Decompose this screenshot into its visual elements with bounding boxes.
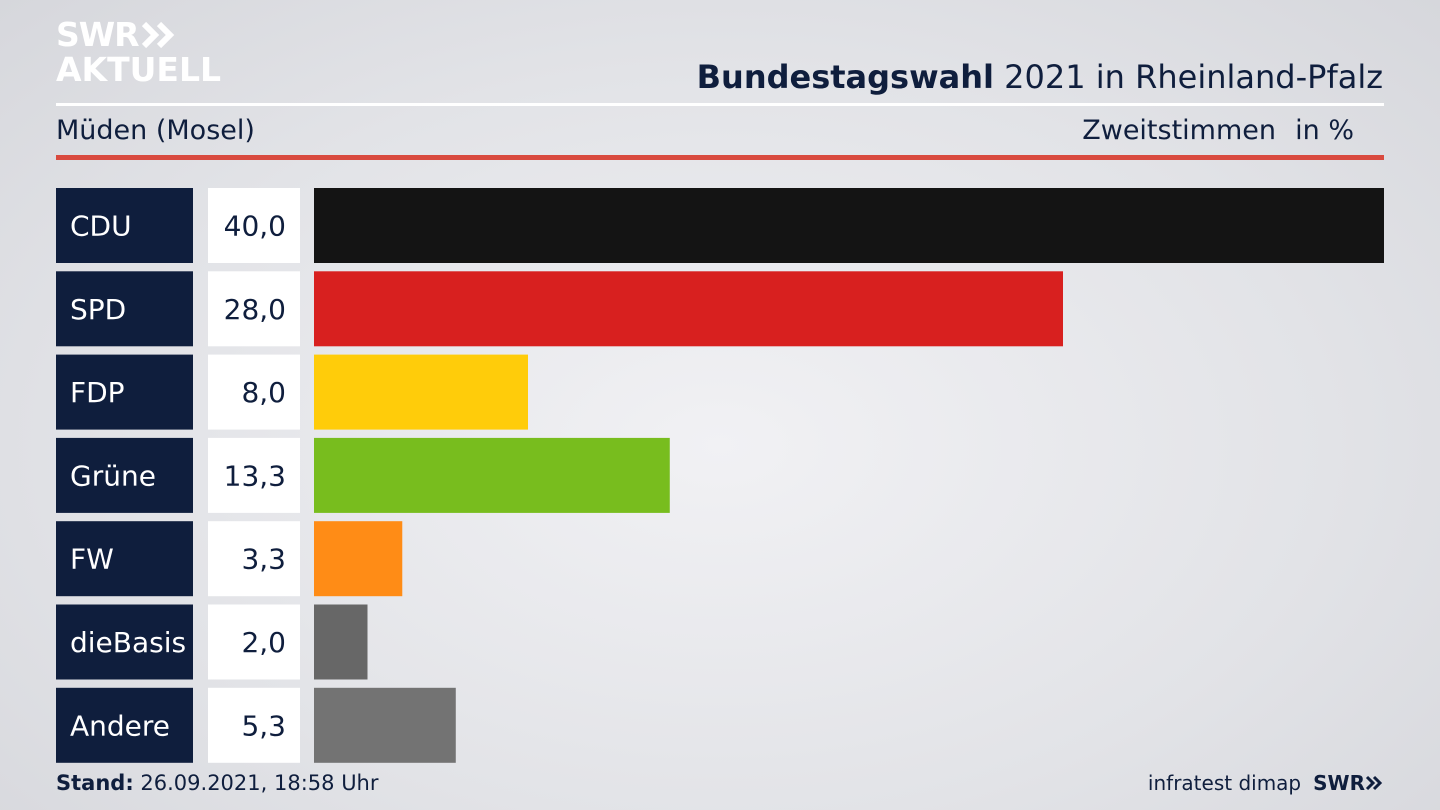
value-box-gr-ne bbox=[208, 437, 300, 513]
stand-value: 26.09.2021, 18:58 Uhr bbox=[140, 771, 379, 795]
value-label-gr-ne: 13,3 bbox=[224, 459, 286, 492]
value-box-diebasis bbox=[208, 604, 300, 680]
bar-fdp bbox=[314, 354, 528, 430]
page-title: Bundestagswahl 2021 in Rheinland-Pfalz bbox=[697, 58, 1383, 96]
party-label-andere: Andere bbox=[70, 709, 170, 742]
value-box-spd bbox=[208, 271, 300, 347]
party-label-box-diebasis bbox=[56, 604, 193, 680]
header-divider bbox=[56, 103, 1384, 106]
timestamp: Stand: 26.09.2021, 18:58 Uhr bbox=[56, 771, 379, 795]
value-box-fdp bbox=[208, 354, 300, 430]
title-rest: 2021 in Rheinland-Pfalz bbox=[1004, 58, 1383, 96]
accent-divider bbox=[56, 155, 1384, 160]
metric-label: Zweitstimmen bbox=[1082, 115, 1276, 146]
party-label-diebasis: dieBasis bbox=[70, 626, 186, 659]
party-label-gr-ne: Grüne bbox=[70, 459, 156, 492]
bar-fw bbox=[314, 521, 403, 597]
bar-gr-ne bbox=[314, 437, 670, 513]
party-label-spd: SPD bbox=[70, 293, 126, 326]
value-box-fw bbox=[208, 521, 300, 597]
footer-swr-logo: SWR bbox=[1313, 771, 1383, 795]
party-label-box-andere bbox=[56, 687, 193, 763]
party-label-box-fdp bbox=[56, 354, 193, 430]
party-label-box-spd bbox=[56, 271, 193, 347]
party-label-box-cdu bbox=[56, 188, 193, 263]
double-chevron-icon bbox=[141, 21, 174, 48]
value-label-fdp: 8,0 bbox=[241, 376, 286, 409]
logo-line1: SWR bbox=[56, 15, 140, 54]
value-label-andere: 5,3 bbox=[241, 709, 286, 742]
party-label-box-fw bbox=[56, 521, 193, 597]
value-box-cdu bbox=[208, 188, 300, 263]
party-label-fw: FW bbox=[70, 543, 114, 576]
party-label-cdu: CDU bbox=[70, 210, 132, 243]
party-label-fdp: FDP bbox=[70, 376, 125, 409]
region-label: Müden (Mosel) bbox=[56, 115, 255, 146]
logo-line2: AKTUELL bbox=[56, 50, 222, 89]
bar-spd bbox=[314, 271, 1063, 347]
unit-label: in % bbox=[1295, 115, 1354, 146]
source-label: infratest dimap bbox=[1147, 771, 1302, 795]
source-credit: infratest dimap SWR bbox=[1148, 771, 1383, 795]
bar-diebasis bbox=[314, 604, 368, 680]
title-bold: Bundestagswahl bbox=[696, 58, 994, 96]
value-label-spd: 28,0 bbox=[224, 293, 286, 326]
swr-aktuell-logo: SWR AKTUELL bbox=[56, 18, 221, 86]
bar-cdu bbox=[314, 188, 1384, 263]
value-label-diebasis: 2,0 bbox=[241, 626, 286, 659]
double-chevron-icon bbox=[1365, 775, 1383, 791]
value-label-fw: 3,3 bbox=[241, 543, 286, 576]
bar-andere bbox=[314, 687, 456, 763]
value-label-cdu: 40,0 bbox=[224, 210, 286, 243]
footer-brand: SWR bbox=[1313, 771, 1365, 795]
party-label-box-gr-ne bbox=[56, 437, 193, 513]
value-box-andere bbox=[208, 687, 300, 763]
stand-label: Stand: bbox=[56, 771, 134, 795]
